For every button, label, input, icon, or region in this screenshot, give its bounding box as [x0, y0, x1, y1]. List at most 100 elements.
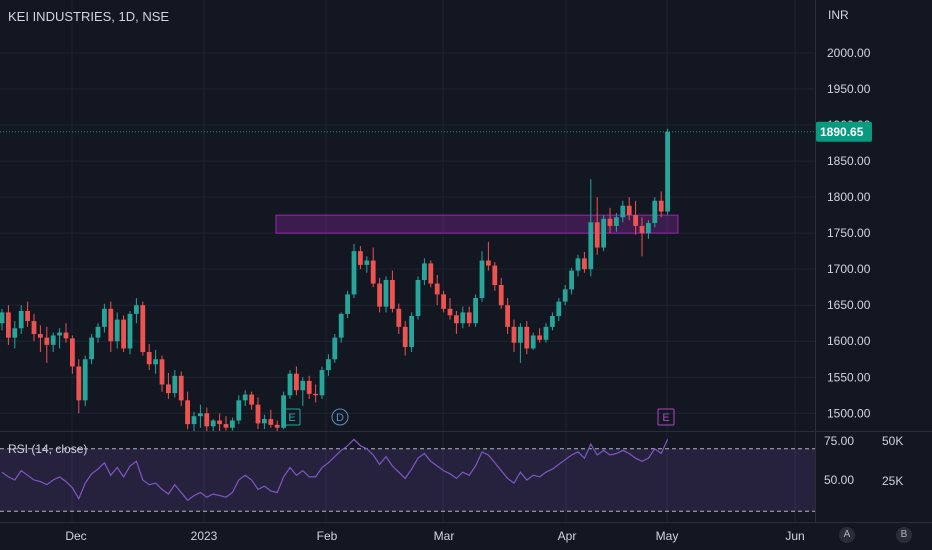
candle [614, 212, 619, 232]
candle [102, 303, 107, 333]
event-marker-shape [283, 408, 301, 426]
candle [543, 323, 549, 343]
candle-body [473, 298, 478, 324]
candle [351, 243, 357, 299]
candle [582, 251, 587, 273]
candle [505, 298, 510, 335]
time-axis-tick: Apr [558, 529, 577, 543]
candle [82, 355, 88, 407]
rsi-axis-tick: 75.00 [824, 434, 854, 448]
candle [44, 326, 50, 363]
candle [12, 321, 18, 349]
candle [57, 328, 62, 349]
candle [217, 413, 222, 431]
price-axis: 2000.001950.001900.001850.001800.001750.… [827, 46, 871, 420]
rsi-indicator-label[interactable]: RSI (14, close) [8, 442, 88, 456]
candle-body [159, 359, 165, 385]
candle [569, 267, 574, 295]
auto-scale-button[interactable]: A [839, 527, 855, 543]
rsi-line [1, 438, 669, 502]
candle-body [121, 319, 126, 349]
candle-body [223, 424, 229, 428]
candle-body [249, 394, 254, 405]
price-axis-tick: 1750.00 [827, 226, 871, 240]
candle-body [44, 337, 50, 345]
candle [249, 391, 254, 410]
symbol-title[interactable]: KEI INDUSTRIES, 1D, NSE [8, 9, 170, 24]
candle [665, 128, 670, 215]
candle-body [562, 289, 568, 302]
candle-body [390, 279, 395, 309]
candle [473, 294, 478, 327]
candle [422, 258, 427, 286]
candle-body [479, 260, 485, 299]
candle [198, 404, 203, 428]
candle [518, 323, 523, 363]
candle [607, 207, 613, 234]
candle-body [505, 305, 510, 327]
last-price-badge: 1890.65 [816, 121, 872, 142]
candle-body [134, 305, 139, 314]
candle [460, 306, 466, 329]
candle-body [0, 312, 5, 324]
candle [204, 407, 210, 431]
candle-body [588, 222, 594, 270]
candle-body [38, 334, 43, 338]
candle-body [294, 373, 299, 391]
candle-body [345, 294, 350, 314]
price-axis-tick: 1950.00 [827, 82, 871, 96]
candle [313, 384, 318, 403]
candle-body [377, 283, 382, 307]
rsi-axis-tick: 50.00 [824, 473, 854, 487]
candle [159, 355, 165, 392]
candle-body [236, 400, 242, 421]
candle-body [6, 312, 11, 338]
candle-body [210, 420, 216, 427]
candle [134, 298, 139, 324]
candle [63, 323, 69, 343]
candle-body [646, 223, 651, 234]
candle [18, 305, 24, 335]
candle [658, 191, 664, 218]
price-axis-tick: 1700.00 [827, 262, 871, 276]
candle-body [620, 205, 626, 218]
candle [466, 306, 472, 327]
candle-body [370, 260, 376, 284]
candle-body [486, 260, 491, 266]
candle [185, 391, 190, 430]
candle-body [626, 205, 632, 216]
candle [575, 254, 581, 277]
candle [550, 312, 555, 331]
candle [50, 332, 56, 353]
price-axis-tick: 1550.00 [827, 370, 871, 384]
candle [70, 335, 75, 374]
candle-body [217, 420, 222, 425]
log-scale-button[interactable]: B [896, 527, 912, 543]
candle [172, 370, 178, 398]
candle [415, 276, 421, 320]
candle [114, 312, 120, 349]
volume-label-25k: 25K [882, 474, 904, 488]
price-axis-tick: 1650.00 [827, 298, 871, 312]
last-price-value: 1890.65 [820, 125, 864, 139]
candle [537, 328, 542, 343]
candle [370, 247, 376, 288]
earnings-marker-icon: E [283, 408, 301, 426]
candle [594, 197, 600, 255]
candle-body [166, 384, 171, 394]
candle [620, 200, 626, 223]
candle-body [409, 316, 414, 348]
candle [6, 305, 11, 345]
candle [332, 334, 338, 363]
candle-body [582, 258, 587, 270]
candle [396, 303, 402, 335]
candle [402, 321, 408, 356]
candle-body [12, 328, 18, 338]
candle [588, 179, 594, 277]
candle [262, 414, 267, 430]
candle-body [76, 366, 82, 401]
price-axis-tick: 1600.00 [827, 334, 871, 348]
candle [210, 419, 216, 431]
candle [300, 377, 306, 407]
